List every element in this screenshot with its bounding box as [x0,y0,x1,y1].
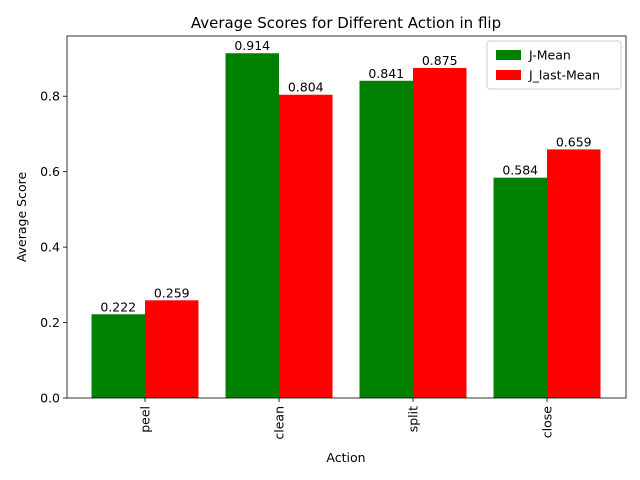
data-label: 0.259 [154,285,190,300]
bar-j-mean-peel [91,314,145,398]
y-axis-label: Average Score [14,172,29,263]
x-tick-label-clean: clean [272,406,287,440]
x-tick-label-close: close [540,406,555,439]
legend-label: J-Mean [528,48,571,63]
x-tick-label-split: split [406,406,421,432]
data-label: 0.659 [556,134,592,149]
x-axis-label: Action [326,450,365,465]
y-tick-label: 0.0 [40,391,60,406]
bar-j-mean-split [359,80,413,399]
y-tick-label: 0.4 [40,240,60,255]
bar-j-last-mean-split [413,67,467,398]
x-axis: peel clean split close [138,398,555,440]
data-label: 0.804 [288,80,324,95]
x-tick-label-peel: peel [138,406,153,433]
data-label: 0.584 [502,163,538,178]
data-label: 0.875 [422,53,458,68]
data-label: 0.914 [234,38,270,53]
data-label: 0.841 [368,66,404,81]
plot-frame [66,35,627,399]
legend-label: J_last-Mean [528,68,600,83]
plot-area: 0.222 0.914 0.841 0.584 0.259 0.804 0.875 0.659 [66,35,627,399]
y-tick-label: 0.6 [40,164,60,179]
legend-swatch [496,70,521,80]
bar-j-mean-close [493,177,547,398]
y-axis: 0.0 0.2 0.4 0.6 0.8 [40,89,67,406]
bar-j-mean-clean [225,53,279,398]
bar-j-last-mean-peel [145,300,199,398]
bar-j-last-mean-clean [279,94,333,398]
legend: J-Mean J_last-Mean [486,40,622,90]
bar-j-last-mean-close [547,149,601,398]
y-tick-label: 0.8 [40,89,60,104]
chart-title: Average Scores for Different Action in f… [191,14,501,32]
y-tick-label: 0.2 [40,315,60,330]
legend-swatch [496,50,521,60]
data-label: 0.222 [100,299,136,314]
